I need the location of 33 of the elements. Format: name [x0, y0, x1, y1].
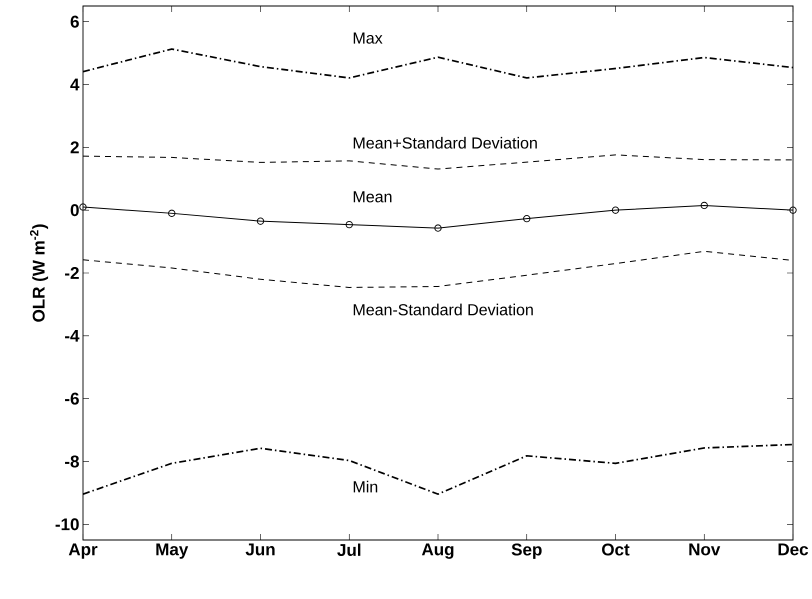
- y-tick-label: 2: [70, 141, 79, 154]
- y-axis-title: OLR (W m$^{-2}$): [30, 224, 48, 322]
- point: [434, 224, 442, 232]
- series-label: Mean: [354, 191, 392, 202]
- point: [523, 215, 530, 222]
- point: [79, 203, 87, 211]
- x-tick-label: Oct: [602, 544, 630, 556]
- y-tick-label: 0: [70, 204, 79, 216]
- series-label: Mean-Standard Deviation: [354, 304, 533, 316]
- point: [168, 210, 176, 217]
- series-label: Mean+Standard Deviation: [354, 136, 537, 149]
- x-tick-label: Apr: [68, 544, 98, 559]
- y-tick-label: -10: [56, 518, 79, 530]
- y-tick-label: -4: [65, 330, 80, 342]
- x-tick-label: May: [156, 544, 188, 559]
- x-tick-label: Aug: [422, 544, 454, 559]
- point: [700, 202, 708, 210]
- point: [789, 206, 797, 214]
- series-label: Min: [354, 480, 378, 492]
- series-label: Max: [354, 32, 383, 44]
- y-tick-label: -8: [65, 455, 79, 468]
- point: [256, 218, 264, 225]
- y-tick-label: 6: [70, 16, 79, 28]
- y-tick-label: -6: [65, 392, 79, 405]
- x-tick-label: Jun: [246, 544, 275, 556]
- x-tick-label: Dec: [778, 544, 808, 556]
- x-tick-label: Jul: [337, 544, 360, 556]
- y-tick-label: -2: [65, 267, 79, 279]
- x-tick-label: Nov: [689, 544, 720, 556]
- y-tick-label: 4: [70, 78, 80, 90]
- point: [346, 220, 353, 228]
- point: [612, 206, 620, 214]
- x-tick-label: Sep: [512, 544, 542, 559]
